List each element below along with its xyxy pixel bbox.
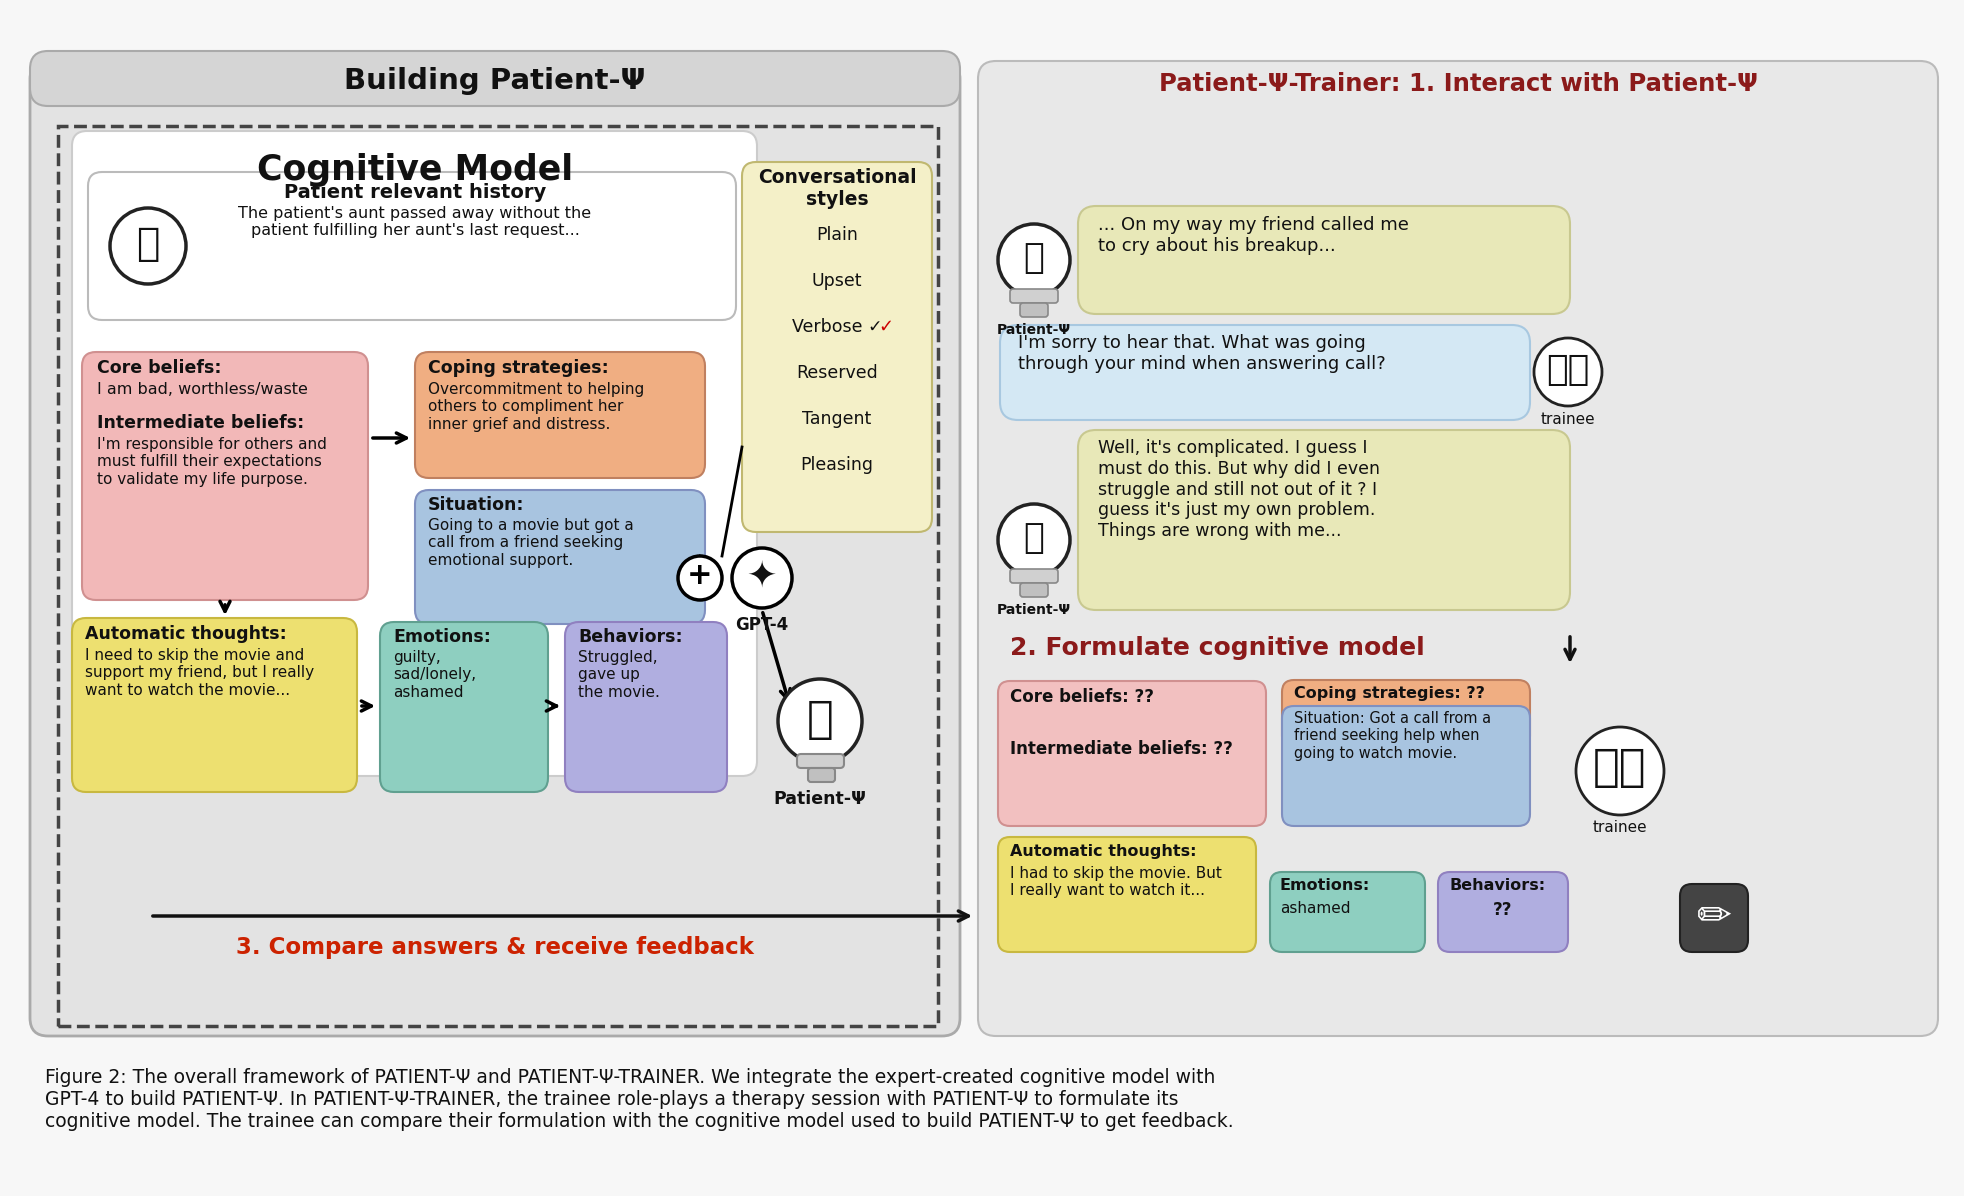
Text: trainee: trainee: [1540, 411, 1595, 427]
Text: I'm sorry to hear that. What was going
through your mind when answering call?: I'm sorry to hear that. What was going t…: [1017, 334, 1387, 373]
Circle shape: [1575, 727, 1664, 814]
Text: 3. Compare answers & receive feedback: 3. Compare answers & receive feedback: [236, 936, 754, 959]
FancyBboxPatch shape: [414, 352, 705, 478]
Text: Coping strategies:: Coping strategies:: [428, 359, 609, 377]
Text: Upset: Upset: [811, 271, 862, 289]
FancyBboxPatch shape: [998, 681, 1267, 826]
Text: Patient relevant history: Patient relevant history: [285, 183, 546, 202]
Circle shape: [733, 548, 791, 608]
Text: I need to skip the movie and
support my friend, but I really
want to watch the m: I need to skip the movie and support my …: [84, 648, 314, 697]
FancyBboxPatch shape: [1078, 431, 1569, 610]
Text: 🤖: 🤖: [1023, 521, 1045, 555]
FancyBboxPatch shape: [1271, 872, 1426, 952]
Text: 🧑: 🧑: [136, 225, 159, 263]
Text: Struggled,
gave up
the movie.: Struggled, gave up the movie.: [577, 649, 660, 700]
Text: 🤖: 🤖: [1023, 242, 1045, 275]
Circle shape: [998, 224, 1070, 295]
Text: ...: ...: [1275, 621, 1304, 649]
Text: Tangent: Tangent: [803, 410, 872, 428]
Text: Building Patient-Ψ: Building Patient-Ψ: [344, 67, 646, 94]
Text: Pleasing: Pleasing: [801, 456, 874, 474]
Text: Core beliefs: ??: Core beliefs: ??: [1009, 688, 1155, 706]
FancyBboxPatch shape: [1000, 325, 1530, 420]
FancyBboxPatch shape: [379, 622, 548, 792]
Text: Plain: Plain: [817, 226, 858, 244]
FancyBboxPatch shape: [414, 490, 705, 624]
Text: Automatic thoughts:: Automatic thoughts:: [84, 626, 287, 643]
Bar: [59, 126, 939, 1026]
Circle shape: [1534, 338, 1603, 405]
FancyBboxPatch shape: [1078, 206, 1569, 315]
Circle shape: [778, 679, 862, 763]
Text: I am bad, worthless/waste: I am bad, worthless/waste: [96, 382, 308, 397]
Text: Automatic thoughts:: Automatic thoughts:: [1009, 844, 1196, 859]
Text: 👩🏾: 👩🏾: [1546, 353, 1589, 388]
Text: Patient-Ψ: Patient-Ψ: [774, 791, 866, 808]
Text: Patient-Ψ: Patient-Ψ: [998, 323, 1070, 337]
Text: ??: ??: [1493, 901, 1512, 919]
FancyBboxPatch shape: [73, 618, 357, 792]
Circle shape: [678, 556, 723, 600]
Circle shape: [998, 504, 1070, 576]
Text: Patient-Ψ-Trainer: 1. Interact with Patient-Ψ: Patient-Ψ-Trainer: 1. Interact with Pati…: [1159, 72, 1758, 96]
Text: 🤖: 🤖: [807, 697, 833, 740]
Text: I'm responsible for others and
must fulfill their expectations
to validate my li: I'm responsible for others and must fulf…: [96, 437, 326, 487]
FancyBboxPatch shape: [978, 61, 1938, 1036]
Text: ✦: ✦: [746, 559, 778, 593]
Text: Conversational
styles: Conversational styles: [758, 167, 917, 209]
FancyBboxPatch shape: [82, 352, 367, 600]
Text: +: +: [687, 561, 713, 591]
Text: Emotions:: Emotions:: [393, 628, 491, 646]
FancyBboxPatch shape: [807, 768, 835, 782]
Text: Situation: Got a call from a
friend seeking help when
going to watch movie.: Situation: Got a call from a friend seek…: [1294, 710, 1491, 761]
Text: Core beliefs:: Core beliefs:: [96, 359, 222, 377]
Text: ✏: ✏: [1697, 895, 1732, 936]
Text: Going to a movie but got a
call from a friend seeking
emotional support.: Going to a movie but got a call from a f…: [428, 518, 634, 568]
Text: The patient's aunt passed away without the
patient fulfilling her aunt's last re: The patient's aunt passed away without t…: [238, 206, 591, 238]
Text: Behaviors:: Behaviors:: [1449, 878, 1546, 893]
FancyBboxPatch shape: [566, 622, 727, 792]
Circle shape: [110, 208, 187, 283]
Text: guilty,
sad/lonely,
ashamed: guilty, sad/lonely, ashamed: [393, 649, 475, 700]
FancyBboxPatch shape: [1282, 681, 1530, 748]
FancyBboxPatch shape: [73, 132, 756, 776]
Text: Figure 2: The overall framework of PATIENT-Ψ and PATIENT-Ψ-TRAINER. We integrate: Figure 2: The overall framework of PATIE…: [45, 1068, 1233, 1131]
FancyBboxPatch shape: [29, 51, 960, 106]
Text: ashamed: ashamed: [1281, 901, 1351, 916]
FancyBboxPatch shape: [1019, 303, 1049, 317]
FancyBboxPatch shape: [29, 61, 960, 1036]
FancyBboxPatch shape: [1009, 569, 1059, 582]
Text: Reserved: Reserved: [795, 364, 878, 382]
Text: Verbose ✓: Verbose ✓: [791, 318, 882, 336]
FancyBboxPatch shape: [1019, 582, 1049, 597]
Text: Coping strategies: ??: Coping strategies: ??: [1294, 687, 1485, 701]
Text: trainee: trainee: [1593, 820, 1648, 835]
FancyBboxPatch shape: [88, 172, 736, 321]
Text: Intermediate beliefs:: Intermediate beliefs:: [96, 414, 304, 432]
Text: Behaviors:: Behaviors:: [577, 628, 683, 646]
Text: ✓: ✓: [878, 318, 894, 336]
FancyBboxPatch shape: [742, 161, 933, 532]
Text: Situation:: Situation:: [428, 496, 524, 514]
Text: Cognitive Model: Cognitive Model: [257, 153, 573, 187]
Text: ... On my way my friend called me
to cry about his breakup...: ... On my way my friend called me to cry…: [1098, 216, 1408, 255]
Text: Overcommitment to helping
others to compliment her
inner grief and distress.: Overcommitment to helping others to comp…: [428, 382, 644, 432]
FancyBboxPatch shape: [1282, 706, 1530, 826]
Text: 2. Formulate cognitive model: 2. Formulate cognitive model: [1009, 636, 1424, 660]
Text: 👩🏾: 👩🏾: [1593, 746, 1646, 789]
Text: Emotions:: Emotions:: [1281, 878, 1371, 893]
Text: Intermediate beliefs: ??: Intermediate beliefs: ??: [1009, 740, 1233, 758]
Text: I had to skip the movie. But
I really want to watch it...: I had to skip the movie. But I really wa…: [1009, 866, 1222, 898]
FancyBboxPatch shape: [1679, 884, 1748, 952]
FancyBboxPatch shape: [1009, 289, 1059, 303]
Text: Patient-Ψ: Patient-Ψ: [998, 603, 1070, 617]
FancyBboxPatch shape: [1438, 872, 1567, 952]
Text: Well, it's complicated. I guess I
must do this. But why did I even
struggle and : Well, it's complicated. I guess I must d…: [1098, 439, 1381, 541]
FancyBboxPatch shape: [797, 753, 845, 768]
FancyBboxPatch shape: [998, 837, 1257, 952]
Text: GPT-4: GPT-4: [735, 616, 790, 634]
